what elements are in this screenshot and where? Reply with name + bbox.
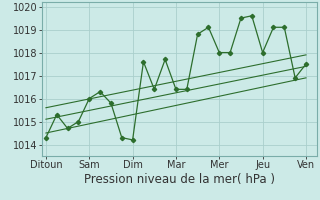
X-axis label: Pression niveau de la mer( hPa ): Pression niveau de la mer( hPa ) [84,173,275,186]
